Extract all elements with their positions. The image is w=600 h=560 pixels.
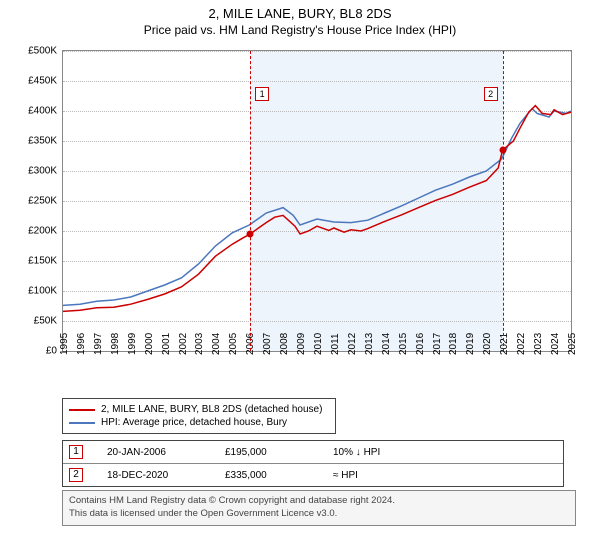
ytick-label: £250K — [28, 196, 57, 207]
legend-row: 2, MILE LANE, BURY, BL8 2DS (detached ho… — [69, 403, 329, 416]
events-table: 1 20-JAN-2006 £195,000 10% ↓ HPI 2 18-DEC-202… — [62, 440, 564, 487]
event-price: £335,000 — [225, 470, 315, 481]
ytick-label: £300K — [28, 166, 57, 177]
marker-point-1 — [247, 231, 254, 238]
event-pct: 10% ↓ HPI — [333, 447, 443, 458]
legend-swatch — [69, 422, 95, 424]
marker-box-2: 2 — [484, 87, 498, 101]
marker-box-1: 1 — [255, 87, 269, 101]
legend-label: 2, MILE LANE, BURY, BL8 2DS (detached ho… — [101, 404, 322, 415]
ytick-label: £400K — [28, 106, 57, 117]
marker-point-2 — [499, 147, 506, 154]
ytick-label: £150K — [28, 256, 57, 267]
marker-line-2 — [503, 51, 504, 351]
event-price: £195,000 — [225, 447, 315, 458]
event-date: 18-DEC-2020 — [107, 470, 207, 481]
ytick-label: £200K — [28, 226, 57, 237]
plot-area: £0£50K£100K£150K£200K£250K£300K£350K£400… — [62, 50, 572, 352]
ytick-label: £500K — [28, 46, 57, 57]
chart-figure: 2, MILE LANE, BURY, BL8 2DS Price paid v… — [0, 0, 600, 560]
main-title: 2, MILE LANE, BURY, BL8 2DS — [0, 6, 600, 21]
event-row: 2 18-DEC-2020 £335,000 ≈ HPI — [63, 463, 563, 486]
attribution-footer: Contains HM Land Registry data © Crown c… — [62, 490, 576, 526]
event-row: 1 20-JAN-2006 £195,000 10% ↓ HPI — [63, 441, 563, 463]
event-pct: ≈ HPI — [333, 470, 443, 481]
legend: 2, MILE LANE, BURY, BL8 2DS (detached ho… — [62, 398, 336, 434]
legend-swatch — [69, 409, 95, 411]
ytick-label: £350K — [28, 136, 57, 147]
ytick-label: £0 — [46, 346, 57, 357]
series-price_paid — [63, 106, 571, 312]
footer-line2: This data is licensed under the Open Gov… — [69, 508, 569, 521]
event-date: 20-JAN-2006 — [107, 447, 207, 458]
title-block: 2, MILE LANE, BURY, BL8 2DS Price paid v… — [0, 0, 600, 37]
event-marker-box: 1 — [69, 445, 83, 459]
sub-title: Price paid vs. HM Land Registry's House … — [0, 23, 600, 37]
event-marker-box: 2 — [69, 468, 83, 482]
ytick-label: £100K — [28, 286, 57, 297]
footer-line1: Contains HM Land Registry data © Crown c… — [69, 495, 569, 508]
ytick-label: £450K — [28, 76, 57, 87]
legend-label: HPI: Average price, detached house, Bury — [101, 417, 287, 428]
chart-area: £0 £50K £100K £150K £200K £250K £300K £350K £400… — [18, 44, 582, 394]
series-hpi — [63, 109, 571, 306]
marker-line-1 — [250, 51, 251, 351]
ytick-label: £50K — [34, 316, 57, 327]
legend-row: HPI: Average price, detached house, Bury — [69, 416, 329, 429]
